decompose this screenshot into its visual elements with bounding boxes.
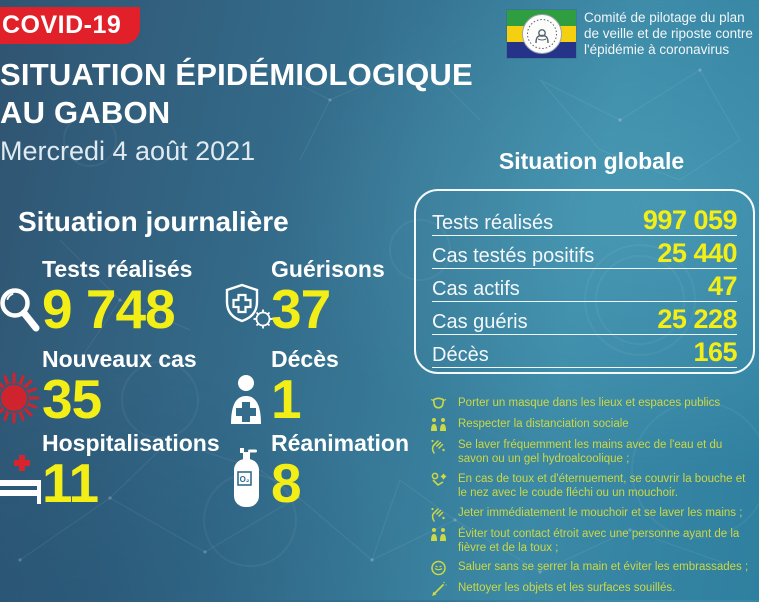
- stat-label: Guérisons: [271, 256, 385, 282]
- prevention-guidelines: Porter un masque dans les lieux et espac…: [430, 396, 756, 602]
- stat-value: 9 748: [42, 278, 176, 340]
- hand-wash-icon: [431, 507, 445, 522]
- row-value: 47: [707, 271, 738, 301]
- row-label: Tests réalisés: [432, 212, 554, 234]
- stat-label: Hospitalisations: [42, 430, 220, 456]
- row-value: 25 440: [657, 238, 737, 268]
- row-value: 165: [693, 337, 737, 367]
- guideline-text: Éviter tout contact étroit avec une pers…: [458, 527, 740, 554]
- guideline-item: Se laver fréquemment les mains avec de l…: [430, 438, 756, 467]
- greeting-icon: [431, 561, 446, 576]
- stat-label: Nouveaux cas: [42, 346, 197, 372]
- stat-value: 35: [42, 368, 102, 430]
- mask-icon: [430, 397, 447, 409]
- guideline-item: Éviter tout contact étroit avec une pers…: [430, 527, 756, 556]
- page-title-line1: SITUATION ÉPIDÉMIOLOGIQUE: [0, 57, 473, 92]
- distancing-icon: [431, 418, 446, 431]
- committee-text-line2: de veille et de riposte contre: [584, 26, 753, 42]
- global-section-title: Situation globale: [498, 148, 685, 174]
- guideline-text: Se laver fréquemment les mains avec de l…: [458, 439, 723, 466]
- hospital-bed-icon: [0, 455, 41, 504]
- person-cross-icon: [231, 375, 261, 424]
- stat-tests-realises: Tests réalisés 9 748: [0, 256, 193, 340]
- covid19-banner: COVID-19: [0, 7, 140, 44]
- shield-cross-virus-icon: [225, 283, 273, 329]
- guideline-text: Saluer sans se serrer la main et éviter …: [458, 561, 749, 574]
- guideline-item: Respecter la distanciation sociale: [430, 417, 756, 433]
- row-value: 997 059: [642, 205, 738, 235]
- stat-value: 8: [271, 452, 302, 514]
- stat-label: Décès: [271, 346, 339, 372]
- stat-label: Tests réalisés: [42, 256, 193, 282]
- report-date: Mercredi 4 août 2021: [0, 136, 256, 167]
- guideline-text: Nettoyer les objets et les surfaces soui…: [458, 582, 676, 595]
- committee-text-line1: Comité de pilotage du plan: [584, 10, 745, 26]
- guideline-text: En cas de toux et d'éternuement, se couv…: [458, 472, 746, 500]
- table-row: Tests réalisés 997 059: [432, 203, 738, 236]
- virus-icon: [0, 372, 40, 424]
- table-row: Cas testés positifs 25 440: [432, 236, 737, 269]
- stat-hospitalisations: Hospitalisations 11: [0, 430, 220, 514]
- guideline-item: Jeter immédiatement le mouchoir et se la…: [430, 506, 756, 522]
- svg-text:O₂: O₂: [240, 475, 250, 484]
- row-label: Cas actifs: [432, 278, 520, 300]
- stat-reanimation: O₂ Réanimation 8: [225, 430, 410, 514]
- row-value: 25 228: [657, 304, 737, 334]
- committee-text: Comité de pilotage du plan de veille et …: [584, 10, 753, 58]
- distancing-icon: [431, 527, 446, 541]
- gabon-flag-logo: [507, 10, 576, 58]
- guideline-item: Nettoyer les objets et les surfaces soui…: [430, 581, 756, 597]
- page-title-line2: AU GABON: [0, 95, 171, 131]
- row-label: Cas testés positifs: [432, 245, 595, 267]
- daily-section-title: Situation journalière: [18, 206, 289, 237]
- guideline-text: Jeter immédiatement le mouchoir et se la…: [458, 506, 743, 519]
- sneeze-elbow-icon: [431, 472, 447, 486]
- stat-value: 37: [271, 278, 331, 340]
- cleaning-icon: [432, 581, 447, 597]
- magnifier-icon: [0, 288, 40, 332]
- hand-wash-icon: [431, 439, 445, 454]
- stat-value: 11: [42, 452, 99, 514]
- page-header: SITUATION ÉPIDÉMIOLOGIQUE AU GABON Mercr…: [0, 56, 473, 167]
- covid19-banner-label: COVID-19: [2, 11, 122, 39]
- guideline-item: En cas de toux et d'éternuement, se couv…: [430, 472, 756, 501]
- gabon-seal-icon: [521, 14, 562, 54]
- table-row: Cas guéris 25 228: [432, 302, 737, 335]
- guideline-item: Saluer sans se serrer la main et éviter …: [430, 560, 756, 576]
- guideline-item: Porter un masque dans les lieux et espac…: [430, 396, 756, 412]
- stat-label: Réanimation: [271, 430, 410, 456]
- guideline-text: Porter un masque dans les lieux et espac…: [458, 397, 721, 409]
- stat-deces: Décès 1: [225, 346, 339, 430]
- table-row: Décès 165: [432, 335, 737, 368]
- table-row: Cas actifs 47: [432, 269, 738, 302]
- guideline-text: Respecter la distanciation sociale: [458, 418, 629, 430]
- row-label: Décès: [432, 344, 489, 366]
- stat-nouveaux-cas: Nouveaux cas 35: [0, 346, 197, 430]
- oxygen-tank-icon: O₂: [234, 448, 259, 507]
- stat-guerisons: Guérisons 37: [225, 256, 385, 340]
- committee-logo-block: Comité de pilotage du plan de veille et …: [507, 10, 753, 58]
- global-situation-table: Tests réalisés 997 059 Cas testés positi…: [414, 189, 755, 374]
- row-label: Cas guéris: [432, 311, 528, 333]
- committee-text-line3: l'épidémie à coronavirus: [584, 41, 730, 57]
- stat-value: 1: [271, 368, 302, 430]
